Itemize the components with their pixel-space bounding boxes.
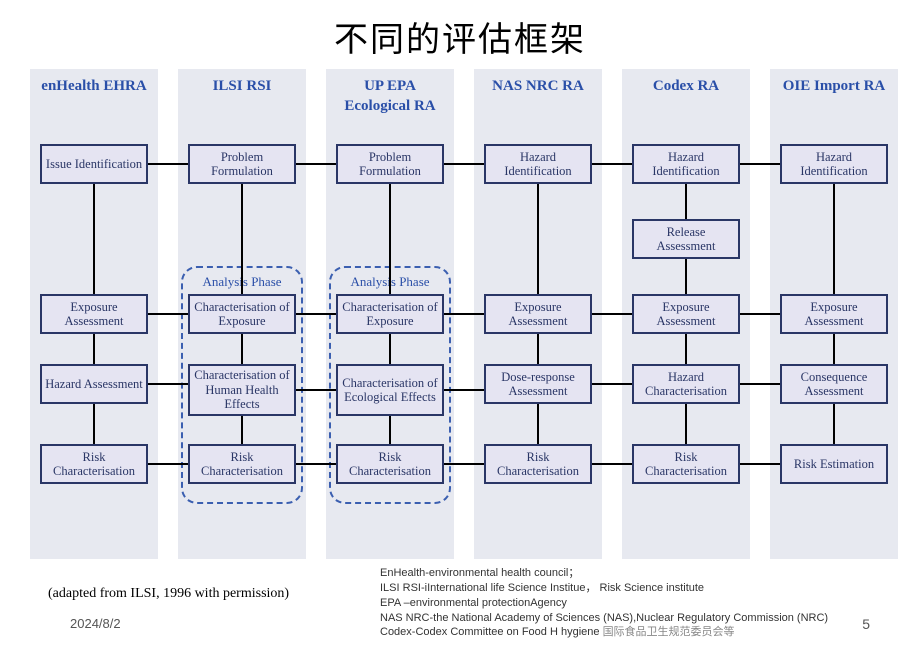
connector xyxy=(833,334,835,364)
step-node: Hazard Characterisation xyxy=(632,364,740,404)
note-line: ILSI RSI-iInternational life Science Ins… xyxy=(380,581,828,596)
step-node: Exposure Assessment xyxy=(632,294,740,334)
credit-text: (adapted from ILSI, 1996 with permission… xyxy=(48,586,289,602)
connector xyxy=(685,259,687,294)
connector xyxy=(296,163,336,165)
connector xyxy=(93,404,95,444)
column-header: ILSI RSI xyxy=(178,69,306,107)
connector xyxy=(241,334,243,364)
connector xyxy=(389,334,391,364)
step-node: Hazard Identification xyxy=(484,144,592,184)
step-node: Hazard Identification xyxy=(780,144,888,184)
connector xyxy=(148,383,188,385)
step-node: Characterisation of Exposure xyxy=(336,294,444,334)
step-node: Consequence Assessment xyxy=(780,364,888,404)
connector xyxy=(296,389,336,391)
footer: (adapted from ILSI, 1996 with permission… xyxy=(0,564,920,664)
connector xyxy=(148,463,188,465)
step-node: Dose-response Assessment xyxy=(484,364,592,404)
connector xyxy=(537,404,539,444)
column-header: NAS NRC RA xyxy=(474,69,602,107)
page-title: 不同的评估框架 xyxy=(0,0,920,69)
connector xyxy=(592,383,632,385)
connector xyxy=(592,313,632,315)
connector xyxy=(148,313,188,315)
page-number: 5 xyxy=(862,616,870,632)
connector xyxy=(444,463,484,465)
step-node: Problem Formulation xyxy=(336,144,444,184)
connector xyxy=(592,163,632,165)
step-node: Characterisation of Human Health Effects xyxy=(188,364,296,416)
column-header: enHealth EHRA xyxy=(30,69,158,107)
connector xyxy=(685,184,687,219)
connector xyxy=(93,334,95,364)
step-node: Hazard Assessment xyxy=(40,364,148,404)
connector xyxy=(241,416,243,444)
step-node: Risk Characterisation xyxy=(188,444,296,484)
connector xyxy=(241,184,243,294)
connector xyxy=(740,383,780,385)
step-node: Issue Identification xyxy=(40,144,148,184)
connector xyxy=(537,334,539,364)
connector xyxy=(444,313,484,315)
frameworks-diagram: enHealth EHRA ILSI RSI UP EPA Ecological R… xyxy=(0,69,920,559)
step-node: Risk Characterisation xyxy=(40,444,148,484)
connector xyxy=(93,184,95,294)
abbrev-notes: EnHealth-environmental health council；IL… xyxy=(380,566,828,640)
column-header: UP EPA Ecological RA xyxy=(326,69,454,126)
connector xyxy=(296,313,336,315)
step-node: Hazard Identification xyxy=(632,144,740,184)
connector xyxy=(685,334,687,364)
step-node: Characterisation of Ecological Effects xyxy=(336,364,444,416)
connector xyxy=(389,184,391,294)
note-line: EnHealth-environmental health council； xyxy=(380,566,828,581)
step-node: Exposure Assessment xyxy=(40,294,148,334)
step-node: Problem Formulation xyxy=(188,144,296,184)
connector xyxy=(833,184,835,294)
connector xyxy=(685,404,687,444)
column-header: OIE Import RA xyxy=(770,69,898,107)
step-node: Risk Characterisation xyxy=(632,444,740,484)
note-line: EPA –environmental protectionAgency xyxy=(380,596,828,611)
connector xyxy=(537,184,539,294)
step-node: Risk Characterisation xyxy=(336,444,444,484)
step-node: Characterisation of Exposure xyxy=(188,294,296,334)
step-node: Exposure Assessment xyxy=(780,294,888,334)
connector xyxy=(389,416,391,444)
column-header: Codex RA xyxy=(622,69,750,107)
note-line: Codex-Codex Committee on Food H hygiene … xyxy=(380,625,828,640)
note-line: NAS NRC-the National Academy of Sciences… xyxy=(380,611,828,626)
connector xyxy=(833,404,835,444)
step-node: Release Assessment xyxy=(632,219,740,259)
step-node: Risk Characterisation xyxy=(484,444,592,484)
connector xyxy=(444,389,484,391)
step-node: Exposure Assessment xyxy=(484,294,592,334)
slide-date: 2024/8/2 xyxy=(70,616,121,631)
connector xyxy=(296,463,336,465)
connector xyxy=(740,463,780,465)
connector xyxy=(592,463,632,465)
connector xyxy=(148,163,188,165)
connector xyxy=(740,163,780,165)
connector xyxy=(740,313,780,315)
step-node: Risk Estimation xyxy=(780,444,888,484)
connector xyxy=(444,163,484,165)
